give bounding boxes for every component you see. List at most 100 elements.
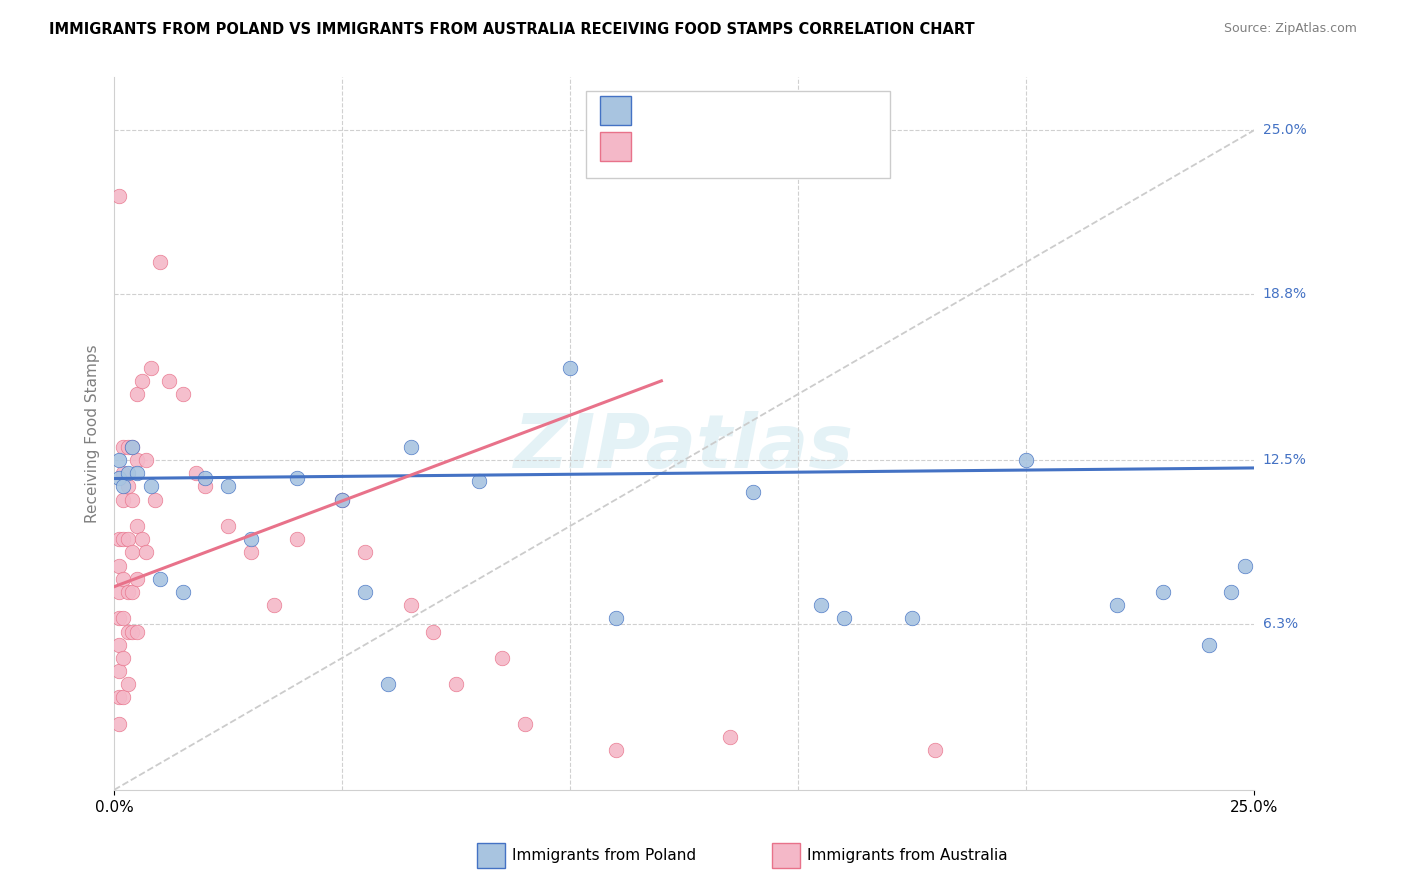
Text: 25.0%: 25.0% [1263,123,1306,137]
Text: 0.029: 0.029 [683,104,735,122]
Point [422,624,444,639]
Point [172,585,194,599]
Text: 6.3%: 6.3% [1263,616,1298,631]
Point [117,624,139,639]
Point [901,611,924,625]
Point [112,532,135,546]
Point [139,360,162,375]
Text: 18.8%: 18.8% [1263,287,1306,301]
Point [399,440,422,454]
Text: Immigrants from Poland: Immigrants from Poland [512,848,696,863]
Point [107,471,129,485]
Point [605,611,627,625]
Text: 30: 30 [782,104,804,122]
Point [330,492,353,507]
Point [194,479,217,493]
Text: 12.5%: 12.5% [1263,453,1306,467]
Point [117,677,139,691]
Point [112,440,135,454]
Point [107,558,129,573]
Point [1015,453,1038,467]
Text: IMMIGRANTS FROM POLAND VS IMMIGRANTS FROM AUSTRALIA RECEIVING FOOD STAMPS CORREL: IMMIGRANTS FROM POLAND VS IMMIGRANTS FRO… [49,22,974,37]
Point [149,572,172,586]
Point [399,598,422,612]
Point [107,717,129,731]
Point [810,598,832,612]
Point [107,664,129,678]
Text: 58: 58 [782,140,804,158]
Point [112,611,135,625]
Point [605,743,627,757]
Point [121,585,143,599]
Point [107,189,129,203]
Point [354,545,377,559]
Point [112,467,135,481]
Point [924,743,946,757]
Point [240,532,263,546]
Text: Source: ZipAtlas.com: Source: ZipAtlas.com [1223,22,1357,36]
Point [285,532,308,546]
Point [139,479,162,493]
Point [1107,598,1129,612]
Point [135,545,157,559]
Point [1198,638,1220,652]
Point [117,479,139,493]
Point [117,440,139,454]
Point [1234,558,1257,573]
Point [121,440,143,454]
Point [263,598,285,612]
Point [125,519,148,533]
Point [107,611,129,625]
Point [832,611,855,625]
Point [217,479,239,493]
Text: R =: R = [641,140,678,158]
Point [513,717,536,731]
Point [741,484,763,499]
Point [121,624,143,639]
Point [117,467,139,481]
Point [1152,585,1174,599]
Text: ZIPatlas: ZIPatlas [515,411,855,484]
Text: N =: N = [737,140,785,158]
Point [217,519,239,533]
Point [468,474,491,488]
Point [121,492,143,507]
Point [107,453,129,467]
Point [112,572,135,586]
Point [354,585,377,599]
Point [131,374,153,388]
Point [112,690,135,705]
Point [117,585,139,599]
Point [112,651,135,665]
Point [125,453,148,467]
Point [718,730,741,744]
Text: N =: N = [737,104,785,122]
Point [194,471,217,485]
Point [135,453,157,467]
Point [149,255,172,269]
Point [560,360,582,375]
Point [330,492,353,507]
Point [125,467,148,481]
Point [121,440,143,454]
Point [491,651,513,665]
Point [240,545,263,559]
Point [172,387,194,401]
Point [107,532,129,546]
Point [377,677,399,691]
Point [1220,585,1243,599]
Point [117,532,139,546]
Point [131,532,153,546]
Point [107,690,129,705]
Point [107,585,129,599]
Point [112,492,135,507]
Y-axis label: Receiving Food Stamps: Receiving Food Stamps [86,344,100,523]
Point [157,374,180,388]
Point [444,677,467,691]
Text: Immigrants from Australia: Immigrants from Australia [807,848,1008,863]
Point [125,572,148,586]
Point [143,492,166,507]
Point [125,624,148,639]
Point [121,545,143,559]
Text: R =: R = [641,104,678,122]
